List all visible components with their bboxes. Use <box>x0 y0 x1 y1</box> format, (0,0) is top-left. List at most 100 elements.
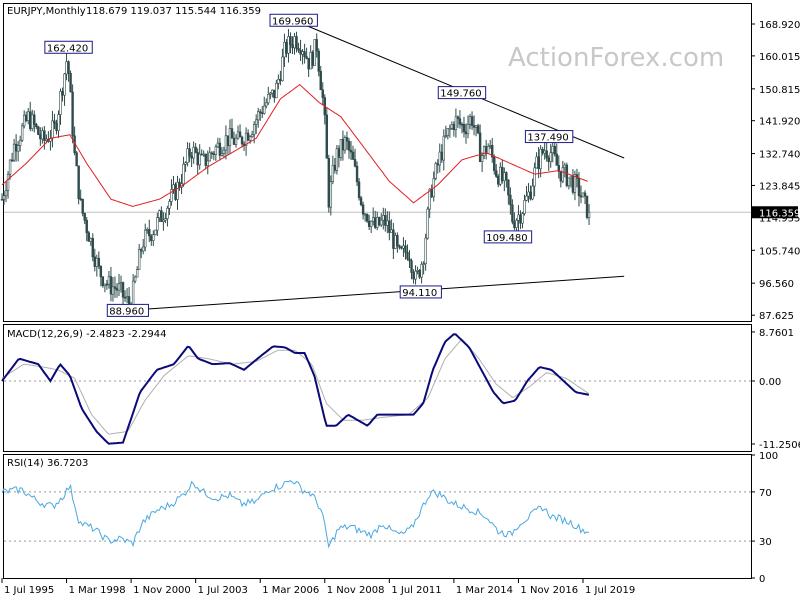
candle <box>484 139 488 160</box>
price-y-tick-label: 114.935 <box>759 213 800 224</box>
candle-body <box>224 135 228 151</box>
candle-body <box>267 94 270 104</box>
candle-body <box>313 39 316 66</box>
candle <box>353 148 357 168</box>
candle <box>347 137 351 159</box>
candle-body <box>416 270 419 272</box>
candle <box>273 89 276 103</box>
candle <box>214 144 218 161</box>
candle-body <box>384 215 387 226</box>
candle-body <box>202 153 205 156</box>
candle <box>402 237 405 257</box>
candle <box>16 140 20 162</box>
candle-body <box>309 51 312 70</box>
candle-body <box>549 152 552 162</box>
candle <box>563 162 567 178</box>
candle <box>105 279 109 290</box>
rsi-panel-frame <box>3 454 752 579</box>
candle <box>283 33 286 67</box>
candle-body <box>75 152 78 167</box>
candle <box>497 174 500 188</box>
candle <box>67 60 70 82</box>
candle <box>39 127 42 146</box>
candle <box>462 116 466 138</box>
candle <box>367 214 371 231</box>
candle <box>212 151 216 161</box>
candle-body <box>396 235 399 246</box>
candle <box>91 233 94 262</box>
annotation-box <box>44 40 93 54</box>
candle-body <box>79 198 82 200</box>
candle <box>107 270 111 289</box>
candle <box>460 122 464 134</box>
candle-body <box>456 116 460 119</box>
candle <box>309 45 312 70</box>
candle-body <box>321 89 324 98</box>
candle-body <box>196 152 199 166</box>
symbol-label: EURJPY,Monthly <box>7 6 86 17</box>
candle-body <box>182 164 185 185</box>
price-annotation: 88.960 <box>106 303 149 317</box>
candle <box>527 183 530 203</box>
rsi-line <box>1 479 590 549</box>
candle-body <box>317 50 320 72</box>
candle-body <box>501 166 504 181</box>
candle-body <box>115 288 119 291</box>
candle-body <box>99 265 103 278</box>
candle-body <box>160 210 163 222</box>
candle <box>31 109 34 132</box>
candle-body <box>188 148 191 157</box>
candle <box>325 107 328 159</box>
candle-body <box>563 164 567 169</box>
candle <box>123 290 127 302</box>
price-y-tick-label: 96.560 <box>759 279 794 290</box>
candle-body <box>107 276 111 285</box>
candle <box>371 207 375 226</box>
candle <box>299 39 302 61</box>
candle-body <box>521 213 524 224</box>
candle-body <box>369 220 373 227</box>
candle-body <box>426 208 429 239</box>
candle-body <box>311 51 314 66</box>
candle <box>480 152 484 172</box>
candle <box>404 240 407 260</box>
candle-body <box>462 124 466 133</box>
candle <box>491 138 494 163</box>
candle-body <box>365 213 369 222</box>
candle-body <box>493 156 496 171</box>
candle <box>168 199 171 216</box>
candle <box>416 266 419 275</box>
x-tick-label: 1 Mar 2014 <box>456 585 513 596</box>
candle <box>238 124 242 138</box>
candle <box>61 87 64 102</box>
candle-body <box>35 124 38 128</box>
candle-body <box>103 283 107 287</box>
candle <box>444 125 448 139</box>
candle <box>329 175 333 216</box>
candle <box>311 50 314 69</box>
candle-body <box>551 145 554 154</box>
candle-body <box>117 283 121 291</box>
candle-body <box>345 137 349 142</box>
candle-body <box>519 214 522 224</box>
candle-body <box>325 114 328 159</box>
candle-body <box>254 119 258 125</box>
candle <box>228 119 232 154</box>
candle <box>559 171 563 188</box>
candle <box>414 265 417 285</box>
candle <box>135 266 139 278</box>
candle-body <box>176 181 179 200</box>
candle <box>412 269 415 284</box>
candle-body <box>329 181 333 208</box>
candle <box>476 123 480 135</box>
candle <box>206 150 209 175</box>
candle-body <box>454 116 458 131</box>
candle <box>81 198 84 217</box>
candle-body <box>89 238 92 242</box>
candle <box>115 283 119 298</box>
candle <box>65 52 68 81</box>
candle <box>184 161 187 172</box>
macd-main-line <box>1 333 590 445</box>
last-price-label: 116.359 <box>759 208 800 219</box>
